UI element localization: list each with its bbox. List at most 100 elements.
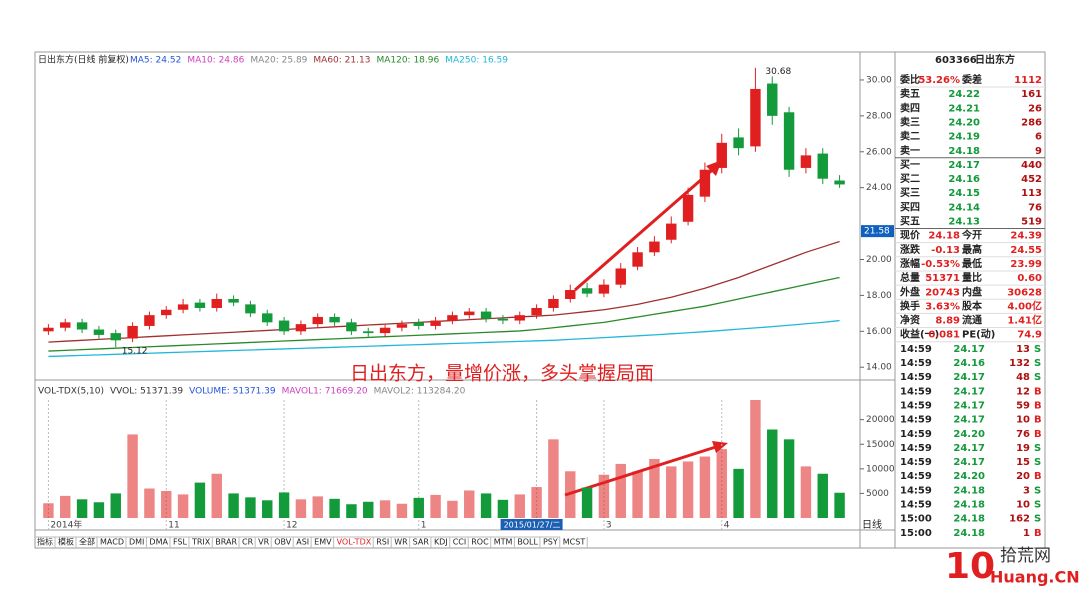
book-price: 24.15 bbox=[948, 188, 980, 199]
trade-time: 14:59 bbox=[900, 500, 932, 511]
trade-vol: 10 bbox=[1016, 500, 1030, 511]
trade-time: 15:00 bbox=[900, 528, 932, 539]
trade-vol: 15 bbox=[1016, 457, 1030, 468]
book-label: 买五 bbox=[900, 216, 920, 228]
quote-cell: 今开 bbox=[961, 229, 982, 242]
tab[interactable]: MACD bbox=[100, 538, 124, 547]
volume-bar bbox=[817, 473, 828, 518]
tab[interactable]: WR bbox=[394, 538, 408, 547]
tab[interactable]: CCI bbox=[453, 538, 467, 547]
candle-body bbox=[211, 299, 222, 308]
volume-bar bbox=[800, 466, 812, 518]
volume-bar bbox=[548, 439, 559, 518]
volume-bar bbox=[464, 490, 475, 518]
tab[interactable]: VOL-TDX bbox=[337, 538, 372, 547]
tab[interactable]: DMI bbox=[129, 538, 144, 547]
trade-price: 24.17 bbox=[953, 400, 985, 411]
trade-vol: 48 bbox=[1016, 372, 1030, 383]
book-label: 买四 bbox=[900, 201, 920, 213]
volume-bar bbox=[750, 400, 761, 518]
tab[interactable]: 指标 bbox=[37, 537, 53, 547]
candle-body bbox=[363, 331, 374, 334]
tab[interactable]: OBV bbox=[274, 538, 292, 547]
volume-bar bbox=[834, 492, 845, 518]
volume-bar bbox=[278, 492, 290, 518]
quote-cell: 股本 bbox=[962, 299, 983, 312]
volume-bar bbox=[144, 488, 155, 518]
book-price: 24.14 bbox=[948, 202, 980, 213]
quote-cell: 74.9 bbox=[1017, 330, 1042, 341]
y-tick-label: 10000 bbox=[866, 464, 895, 474]
period-button[interactable]: 日线 bbox=[862, 518, 882, 531]
tab[interactable]: MTM bbox=[494, 538, 513, 547]
book-qty: 113 bbox=[1021, 188, 1042, 199]
book-qty: 452 bbox=[1021, 174, 1042, 185]
candle-body bbox=[548, 299, 559, 308]
tab[interactable]: PSY bbox=[543, 538, 558, 547]
candle-body bbox=[800, 155, 812, 168]
volume-bar bbox=[682, 461, 694, 518]
tab[interactable]: KDJ bbox=[434, 538, 448, 547]
y-tick-label: 15000 bbox=[866, 440, 895, 450]
volume-bar bbox=[228, 493, 239, 518]
tab[interactable]: 模板 bbox=[58, 537, 74, 547]
quote-cell: 涨跌 bbox=[900, 243, 921, 256]
candle-body bbox=[43, 327, 54, 332]
quote-cell: 53.26% bbox=[918, 75, 960, 86]
x-tick-label: 11 bbox=[168, 521, 179, 531]
trade-price: 24.17 bbox=[953, 386, 985, 397]
book-price: 24.17 bbox=[948, 160, 980, 171]
frame bbox=[34, 51, 1046, 549]
trade-time: 14:59 bbox=[900, 358, 932, 369]
quote-cell: 1112 bbox=[1014, 75, 1042, 86]
trade-side: S bbox=[1034, 344, 1041, 355]
tab[interactable]: 全部 bbox=[79, 537, 95, 547]
quote-cell: 0.081 bbox=[928, 330, 960, 341]
trade-side: B bbox=[1034, 471, 1042, 482]
volume-bar bbox=[497, 499, 509, 518]
x-tick-label: 2015/01/27/二 bbox=[504, 521, 561, 530]
volume-bar bbox=[312, 496, 323, 518]
volume-bar bbox=[649, 459, 660, 518]
volume-bar bbox=[565, 471, 576, 518]
x-tick-label: 1 bbox=[421, 521, 427, 531]
legend-item: MA5: 24.52 bbox=[130, 56, 181, 66]
trade-side: S bbox=[1034, 443, 1041, 454]
book-qty: 9 bbox=[1035, 146, 1042, 157]
tab[interactable]: BOLL bbox=[517, 538, 538, 547]
quote-cell: 涨幅 bbox=[900, 257, 920, 270]
tab[interactable]: TRIX bbox=[191, 538, 211, 547]
tab[interactable]: ROC bbox=[471, 538, 489, 547]
legend-item: MAVOL1: 71669.20 bbox=[282, 387, 368, 397]
tab[interactable]: BRAR bbox=[215, 538, 237, 547]
cursor-date-box bbox=[500, 519, 563, 530]
tab[interactable]: MCST bbox=[563, 538, 586, 547]
candle-body bbox=[514, 315, 525, 321]
candle-body bbox=[93, 329, 105, 335]
candle-body bbox=[262, 313, 273, 323]
candle-body bbox=[430, 320, 441, 326]
tab[interactable]: SAR bbox=[413, 538, 430, 547]
quote-cell: 最高 bbox=[962, 243, 982, 256]
tab[interactable]: VR bbox=[258, 538, 269, 547]
tab[interactable]: DMA bbox=[149, 538, 168, 547]
book-label: 买三 bbox=[900, 187, 920, 199]
quote-cell: 1.41亿 bbox=[1007, 314, 1042, 327]
trade-time: 15:00 bbox=[900, 514, 932, 525]
arrow-head bbox=[712, 441, 728, 453]
tab[interactable]: CR bbox=[242, 538, 254, 547]
tab[interactable]: FSL bbox=[173, 538, 188, 547]
x-tick-label: 2014年 bbox=[50, 519, 82, 531]
tab[interactable]: ASI bbox=[296, 538, 309, 547]
tab[interactable]: RSI bbox=[376, 538, 389, 547]
volume-bar bbox=[716, 449, 727, 518]
candle-body bbox=[127, 325, 138, 339]
tab[interactable]: EMV bbox=[314, 538, 332, 547]
volume-bar bbox=[632, 471, 643, 518]
volume-bar bbox=[480, 493, 492, 518]
trade-side: B bbox=[1034, 400, 1042, 411]
y-tick-label: 28.00 bbox=[866, 111, 892, 121]
annotation: 日出东方，量增价涨，多头掌握局面 bbox=[350, 363, 654, 385]
ma-line bbox=[48, 276, 840, 352]
trade-vol: 162 bbox=[1009, 514, 1030, 525]
